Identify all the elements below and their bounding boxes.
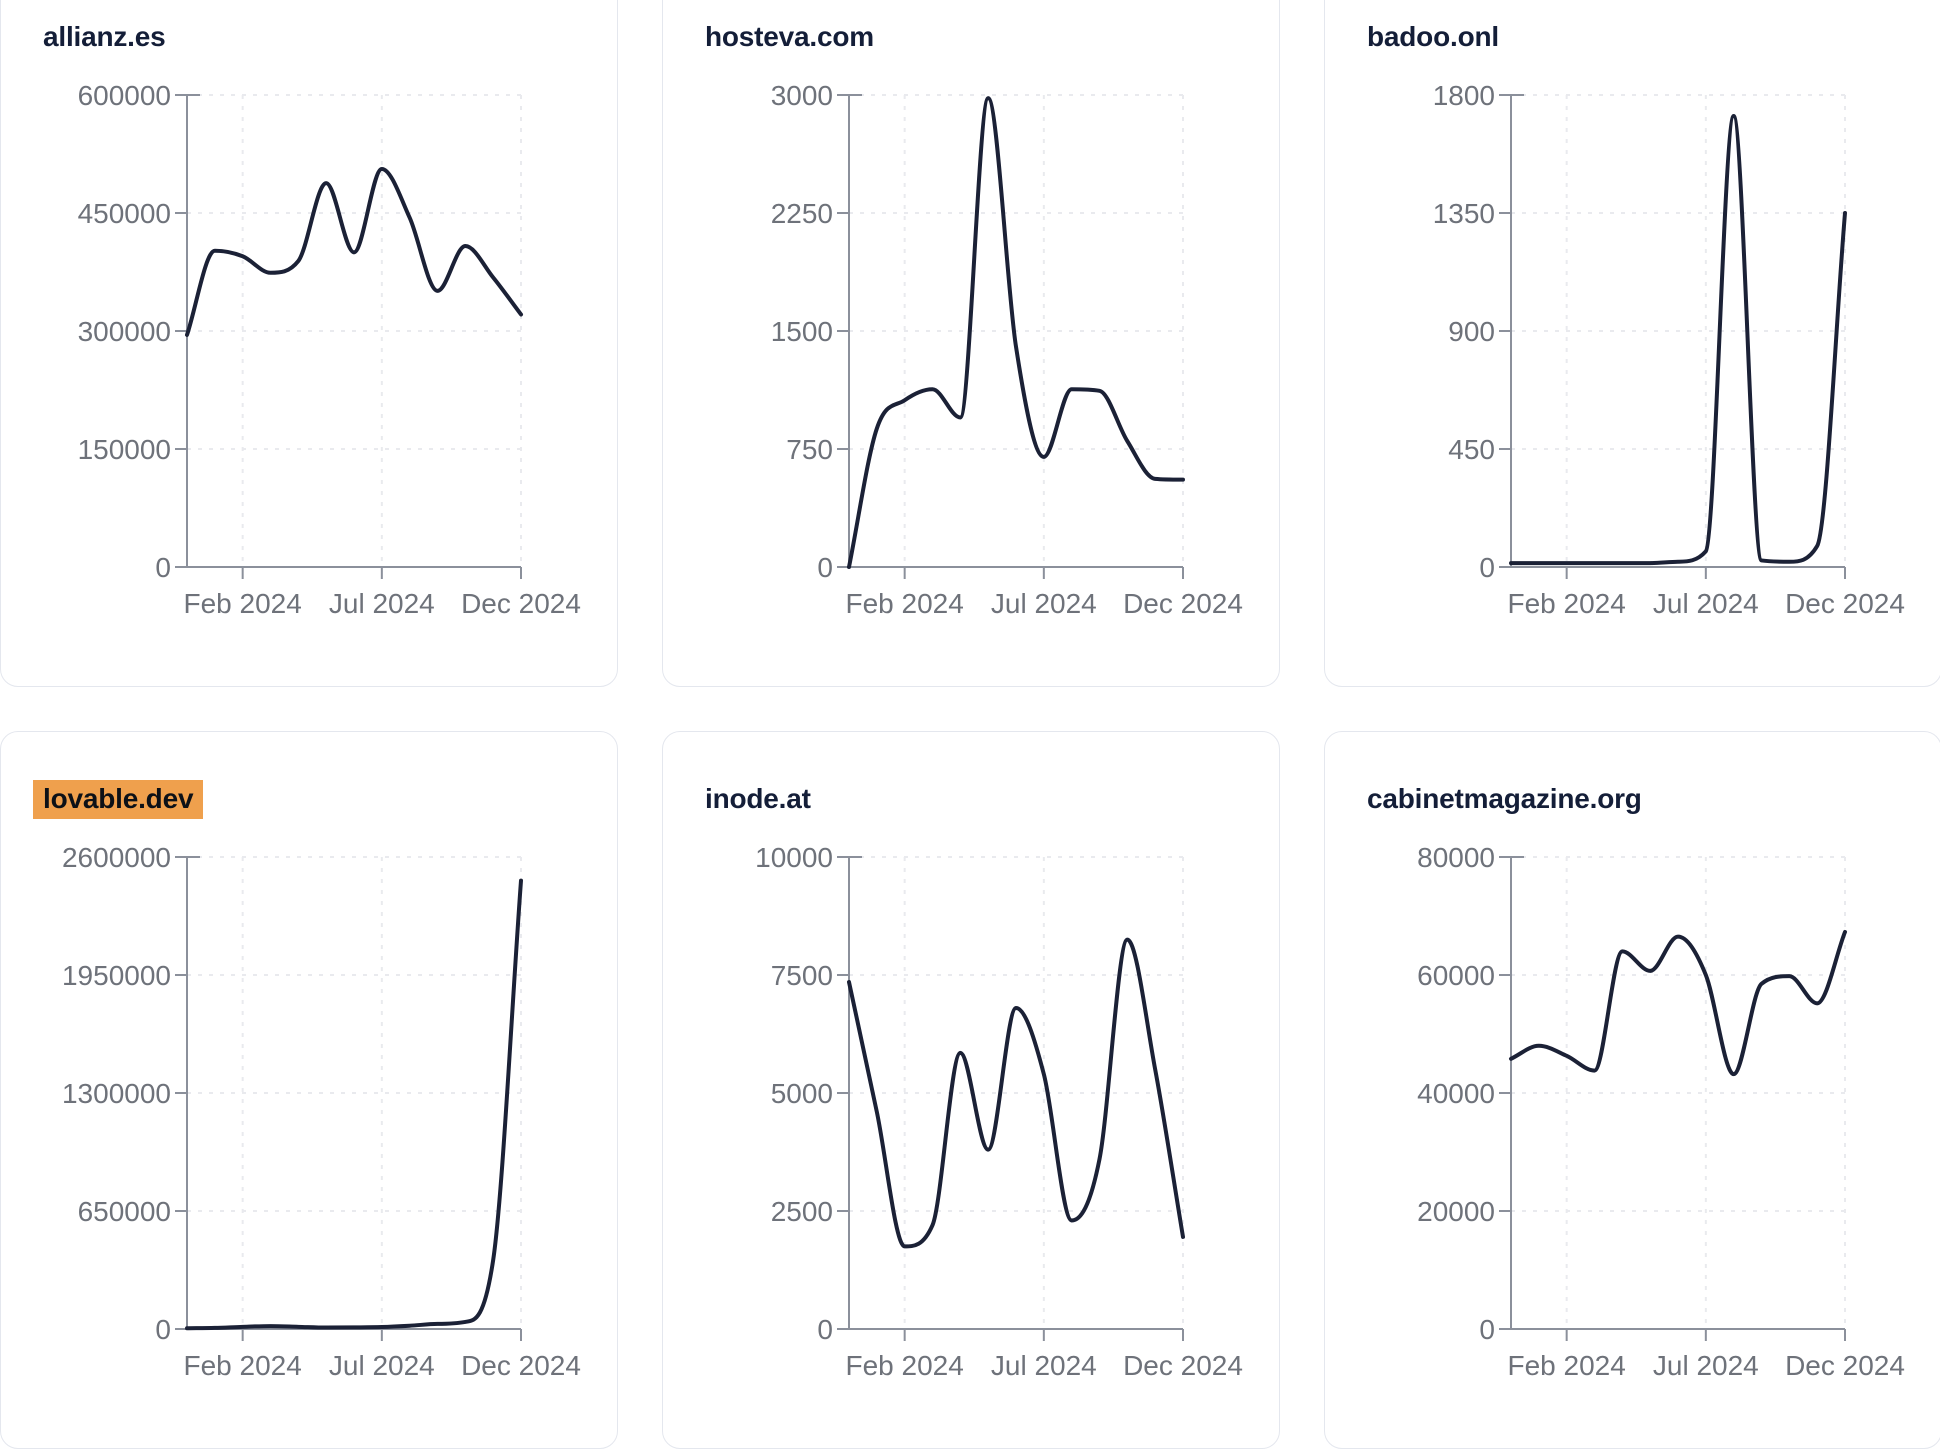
y-tick-label: 20000 [1417, 1196, 1495, 1227]
x-tick-label: Jul 2024 [329, 1350, 435, 1381]
y-tick-label: 5000 [771, 1078, 833, 1109]
x-tick-label: Jul 2024 [1653, 1350, 1759, 1381]
x-tick-label: Jul 2024 [329, 588, 435, 619]
domain-chart-card-lovable.dev: lovable.dev 0 650000 1300000 1950000 2600000… [0, 731, 618, 1449]
domain-title: lovable.dev [33, 780, 204, 819]
y-tick-label: 750 [786, 434, 833, 465]
domain-title: inode.at [705, 780, 811, 818]
traffic-line-chart: 0 2500 5000 7500 10000 Feb 2024 Jul 2024 Dec 20… [755, 842, 1243, 1381]
y-tick-label: 650000 [78, 1196, 171, 1227]
y-tick-label: 1800 [1433, 80, 1495, 111]
domain-chart-card-badoo.onl: badoo.onl 0 450 900 1350 1800 Feb 2024 Jul 202… [1324, 0, 1940, 687]
x-tick-label: Feb 2024 [184, 1350, 302, 1381]
domain-title-text: lovable.dev [33, 780, 204, 819]
x-tick-label: Feb 2024 [1508, 1350, 1626, 1381]
domain-chart-card-hosteva.com: hosteva.com 0 750 1500 2250 3000 Feb 2024 Jul … [662, 0, 1280, 687]
y-tick-label: 0 [817, 552, 833, 583]
y-tick-label: 10000 [755, 842, 833, 873]
y-tick-label: 450 [1448, 434, 1495, 465]
y-tick-label: 0 [1479, 552, 1495, 583]
y-tick-label: 450000 [78, 198, 171, 229]
y-tick-label: 2500 [771, 1196, 833, 1227]
traffic-line [1509, 929, 1847, 1077]
x-tick-label: Dec 2024 [461, 1350, 581, 1381]
domain-title-text: allianz.es [43, 21, 166, 52]
y-tick-label: 2600000 [62, 842, 171, 873]
domain-title-text: cabinetmagazine.org [1367, 783, 1642, 814]
domain-chart-card-cabinetmagazine.org: cabinetmagazine.org 0 20000 40000 60000 8000… [1324, 731, 1940, 1449]
y-tick-label: 40000 [1417, 1078, 1495, 1109]
x-tick-label: Jul 2024 [991, 588, 1097, 619]
x-tick-label: Feb 2024 [1508, 588, 1626, 619]
traffic-line-chart: 0 750 1500 2250 3000 Feb 2024 Jul 2024 Dec 2024 [771, 80, 1243, 619]
traffic-line [185, 878, 523, 1331]
traffic-line [847, 96, 1185, 569]
domain-title: allianz.es [43, 18, 166, 56]
domain-title-text: hosteva.com [705, 21, 874, 52]
y-tick-label: 0 [817, 1314, 833, 1345]
traffic-line-chart: 0 150000 300000 450000 600000 Feb 2024 Jul 202… [78, 80, 581, 619]
domain-title: cabinetmagazine.org [1367, 780, 1642, 818]
domain-title: badoo.onl [1367, 18, 1499, 56]
x-tick-label: Feb 2024 [184, 588, 302, 619]
x-tick-label: Jul 2024 [991, 1350, 1097, 1381]
x-tick-label: Dec 2024 [461, 588, 581, 619]
y-tick-label: 2250 [771, 198, 833, 229]
traffic-line [847, 937, 1185, 1249]
domain-chart-card-inode.at: inode.at 0 2500 5000 7500 10000 Feb 2024 Jul 2… [662, 731, 1280, 1449]
y-tick-label: 0 [155, 552, 171, 583]
x-tick-label: Jul 2024 [1653, 588, 1759, 619]
domain-title: hosteva.com [705, 18, 874, 56]
x-tick-label: Dec 2024 [1785, 588, 1905, 619]
domain-title-text: inode.at [705, 783, 811, 814]
x-tick-label: Dec 2024 [1123, 1350, 1243, 1381]
domain-title-text: badoo.onl [1367, 21, 1499, 52]
traffic-line-chart: 0 650000 1300000 1950000 2600000 Feb 2024 Jul … [62, 842, 581, 1381]
domain-chart-card-allianz.es: allianz.es 0 150000 300000 450000 600000 Feb … [0, 0, 618, 687]
y-tick-label: 900 [1448, 316, 1495, 347]
x-tick-label: Dec 2024 [1123, 588, 1243, 619]
traffic-line-chart: 0 450 900 1350 1800 Feb 2024 Jul 2024 Dec 2024 [1433, 80, 1905, 619]
y-tick-label: 7500 [771, 960, 833, 991]
y-tick-label: 600000 [78, 80, 171, 111]
traffic-line [1509, 113, 1847, 566]
x-tick-label: Dec 2024 [1785, 1350, 1905, 1381]
y-tick-label: 300000 [78, 316, 171, 347]
traffic-line-chart: 0 20000 40000 60000 80000 Feb 2024 Jul 2024 Dec… [1417, 842, 1905, 1381]
x-tick-label: Feb 2024 [846, 588, 964, 619]
y-tick-label: 1350 [1433, 198, 1495, 229]
y-tick-label: 1950000 [62, 960, 171, 991]
y-tick-label: 1500 [771, 316, 833, 347]
y-tick-label: 3000 [771, 80, 833, 111]
y-tick-label: 150000 [78, 434, 171, 465]
y-tick-label: 1300000 [62, 1078, 171, 1109]
y-tick-label: 60000 [1417, 960, 1495, 991]
traffic-line [185, 166, 523, 337]
y-tick-label: 0 [1479, 1314, 1495, 1345]
y-tick-label: 0 [155, 1314, 171, 1345]
x-tick-label: Feb 2024 [846, 1350, 964, 1381]
y-tick-label: 80000 [1417, 842, 1495, 873]
